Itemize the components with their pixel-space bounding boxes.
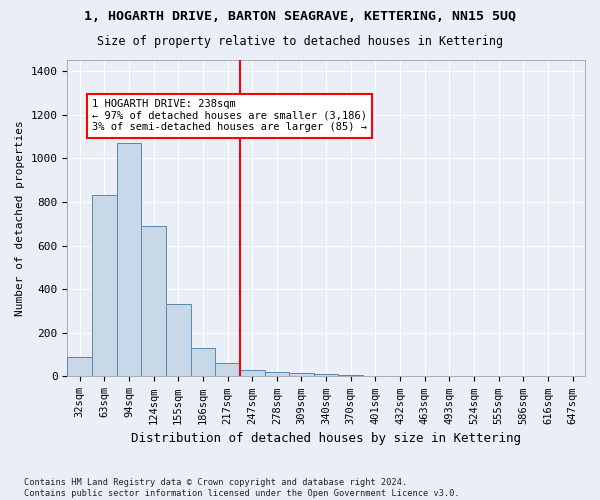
Y-axis label: Number of detached properties: Number of detached properties [15, 120, 25, 316]
Text: 1, HOGARTH DRIVE, BARTON SEAGRAVE, KETTERING, NN15 5UQ: 1, HOGARTH DRIVE, BARTON SEAGRAVE, KETTE… [84, 10, 516, 23]
Bar [116, 143, 141, 376]
Bar [141, 226, 166, 376]
Bar [191, 348, 215, 376]
Bar [215, 364, 240, 376]
Text: Contains HM Land Registry data © Crown copyright and database right 2024.
Contai: Contains HM Land Registry data © Crown c… [24, 478, 460, 498]
Bar [67, 357, 92, 376]
Text: 1 HOGARTH DRIVE: 238sqm
← 97% of detached houses are smaller (3,186)
3% of semi-: 1 HOGARTH DRIVE: 238sqm ← 97% of detache… [92, 100, 367, 132]
Text: Size of property relative to detached houses in Kettering: Size of property relative to detached ho… [97, 35, 503, 48]
X-axis label: Distribution of detached houses by size in Kettering: Distribution of detached houses by size … [131, 432, 521, 445]
Bar [289, 373, 314, 376]
Bar [240, 370, 265, 376]
Bar [265, 372, 289, 376]
Bar [166, 304, 191, 376]
Bar [92, 196, 116, 376]
Bar [314, 374, 338, 376]
